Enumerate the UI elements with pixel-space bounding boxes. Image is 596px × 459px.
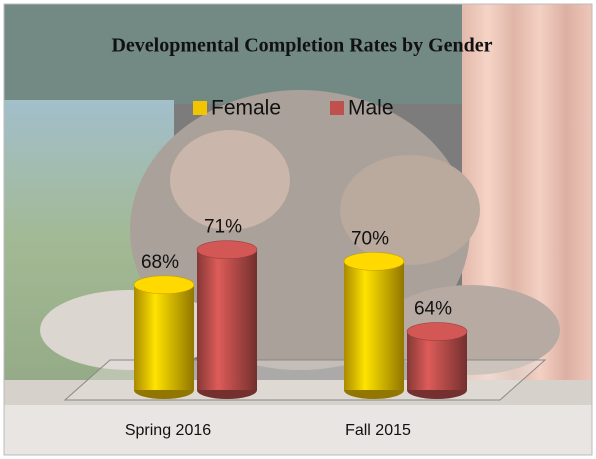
legend-swatch: [330, 101, 344, 115]
value-label: 71%: [204, 217, 242, 238]
bar: [134, 276, 194, 399]
bar-body: [197, 250, 257, 390]
chart-title: Developmental Completion Rates by Gender: [111, 35, 492, 57]
bar: [197, 241, 257, 399]
value-label: 68%: [141, 252, 179, 273]
bar-body: [134, 285, 194, 390]
legend-swatch: [193, 101, 207, 115]
bar: [407, 323, 467, 399]
value-label: 70%: [351, 228, 389, 249]
bar-body: [344, 261, 404, 390]
chart: Developmental Completion Rates by Gender…: [0, 0, 596, 459]
x-tick-label: Spring 2016: [125, 422, 211, 439]
value-label: 64%: [414, 299, 452, 320]
bar: [344, 252, 404, 399]
bar-top: [407, 323, 467, 341]
x-tick-label: Fall 2015: [345, 422, 411, 439]
bar-top: [344, 252, 404, 270]
legend-label: Male: [348, 97, 394, 120]
bar-top: [197, 241, 257, 259]
legend-label: Female: [211, 97, 281, 120]
bar-top: [134, 276, 194, 294]
